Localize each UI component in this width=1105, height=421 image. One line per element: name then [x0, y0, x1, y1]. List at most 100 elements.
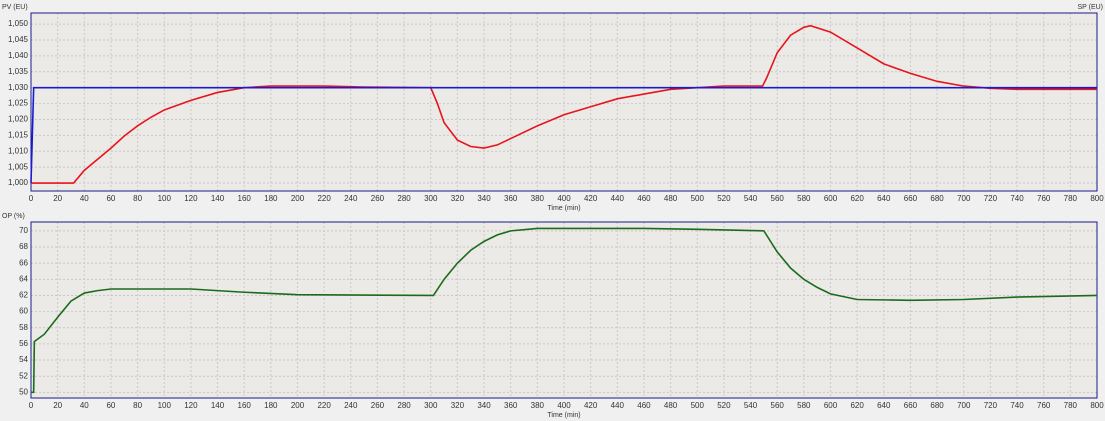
x-tick-label: 520 [717, 194, 731, 203]
x-tick-label: 740 [1010, 194, 1024, 203]
y-tick-label: 1,000 [8, 178, 29, 187]
x-tick-label: 100 [158, 401, 172, 410]
y-tick-label: 50 [19, 387, 28, 396]
x-tick-label: 440 [611, 401, 625, 410]
x-tick-label: 360 [504, 401, 518, 410]
x-tick-label: 140 [211, 401, 225, 410]
x-tick-label: 720 [984, 194, 998, 203]
x-tick-label: 540 [744, 194, 758, 203]
x-tick-label: 380 [531, 194, 545, 203]
x-tick-label: 760 [1037, 194, 1051, 203]
x-tick-label: 680 [930, 194, 944, 203]
x-tick-label: 80 [133, 401, 142, 410]
x-tick-label: 0 [29, 194, 34, 203]
x-tick-label: 80 [133, 194, 142, 203]
y-tick-label: 1,045 [8, 35, 29, 44]
x-tick-label: 300 [424, 194, 438, 203]
y-tick-label: 1,030 [8, 83, 29, 92]
x-tick-label: 320 [451, 401, 465, 410]
x-tick-label: 780 [1064, 401, 1078, 410]
x-tick-label: 60 [106, 194, 115, 203]
x-tick-label: 160 [238, 194, 252, 203]
x-tick-label: 20 [53, 401, 62, 410]
series-line [30, 86, 1097, 184]
x-tick-label: 260 [371, 401, 385, 410]
x-tick-label: 100 [158, 194, 172, 203]
x-tick-label: 180 [264, 194, 278, 203]
y-axis-title: OP (%) [2, 213, 25, 220]
series-line [31, 227, 1098, 394]
x-tick-label: 340 [477, 401, 491, 410]
y-tick-label: 1,020 [8, 115, 29, 124]
x-tick-label: 280 [397, 401, 411, 410]
x-tick-label: 560 [771, 401, 785, 410]
y-tick-label: 58 [19, 323, 28, 332]
x-tick-label: 500 [691, 401, 705, 410]
y-tick-label: 62 [19, 291, 28, 300]
y-tick-label: 52 [19, 371, 28, 380]
x-tick-label: 460 [637, 194, 651, 203]
y-tick-label: 1,040 [8, 51, 29, 60]
x-tick-label: 660 [904, 194, 918, 203]
series-line [31, 24, 1097, 184]
y-tick-label: 54 [19, 355, 28, 364]
x-tick-label: 380 [531, 401, 545, 410]
x-tick-label: 580 [797, 194, 811, 203]
x-tick-label: 220 [317, 194, 331, 203]
x-tick-label: 440 [611, 194, 625, 203]
y-tick-label: 1,035 [8, 67, 29, 76]
x-tick-label: 180 [264, 401, 278, 410]
x-tick-label: 700 [957, 194, 971, 203]
x-tick-label: 400 [557, 194, 571, 203]
x-tick-label: 460 [637, 401, 651, 410]
x-tick-label: 720 [984, 401, 998, 410]
x-tick-label: 800 [1090, 194, 1104, 203]
y-axis-title: PV (EU) [2, 4, 28, 11]
x-tick-label: 420 [584, 194, 598, 203]
x-tick-label: 60 [106, 401, 115, 410]
x-tick-label: 120 [184, 401, 198, 410]
x-tick-label: 560 [771, 194, 785, 203]
x-tick-label: 300 [424, 401, 438, 410]
x-tick-label: 640 [877, 401, 891, 410]
x-tick-label: 200 [291, 194, 305, 203]
x-tick-label: 260 [371, 194, 385, 203]
x-tick-label: 480 [664, 401, 678, 410]
y-tick-label: 64 [19, 274, 28, 283]
x-tick-label: 480 [664, 194, 678, 203]
y-tick-label: 1,050 [8, 19, 29, 28]
x-tick-label: 600 [824, 401, 838, 410]
x-tick-label: 700 [957, 401, 971, 410]
x-tick-label: 740 [1010, 401, 1024, 410]
x-axis-title: Time (min) [547, 205, 580, 212]
x-tick-label: 20 [53, 194, 62, 203]
x-tick-label: 520 [717, 401, 731, 410]
x-tick-label: 160 [238, 401, 252, 410]
x-tick-label: 660 [904, 401, 918, 410]
y-tick-label: 1,025 [8, 99, 29, 108]
x-tick-label: 800 [1090, 401, 1104, 410]
x-tick-label: 280 [397, 194, 411, 203]
y-tick-label: 70 [19, 226, 28, 235]
x-tick-label: 540 [744, 401, 758, 410]
x-axis-title: Time (min) [547, 412, 580, 419]
x-tick-label: 760 [1037, 401, 1051, 410]
x-tick-label: 620 [850, 401, 864, 410]
x-tick-label: 320 [451, 194, 465, 203]
x-tick-label: 240 [344, 194, 358, 203]
plot-frame [30, 221, 1098, 399]
x-tick-label: 240 [344, 401, 358, 410]
x-tick-label: 40 [80, 401, 89, 410]
plot-frame [30, 12, 1098, 192]
x-tick-label: 220 [317, 401, 331, 410]
x-tick-label: 0 [29, 401, 34, 410]
x-tick-label: 580 [797, 401, 811, 410]
x-tick-label: 420 [584, 401, 598, 410]
x-tick-label: 620 [850, 194, 864, 203]
x-tick-label: 780 [1064, 194, 1078, 203]
x-tick-label: 360 [504, 194, 518, 203]
y-axis-title-right: SP (EU) [1077, 4, 1103, 11]
x-tick-label: 120 [184, 194, 198, 203]
x-tick-label: 40 [80, 194, 89, 203]
